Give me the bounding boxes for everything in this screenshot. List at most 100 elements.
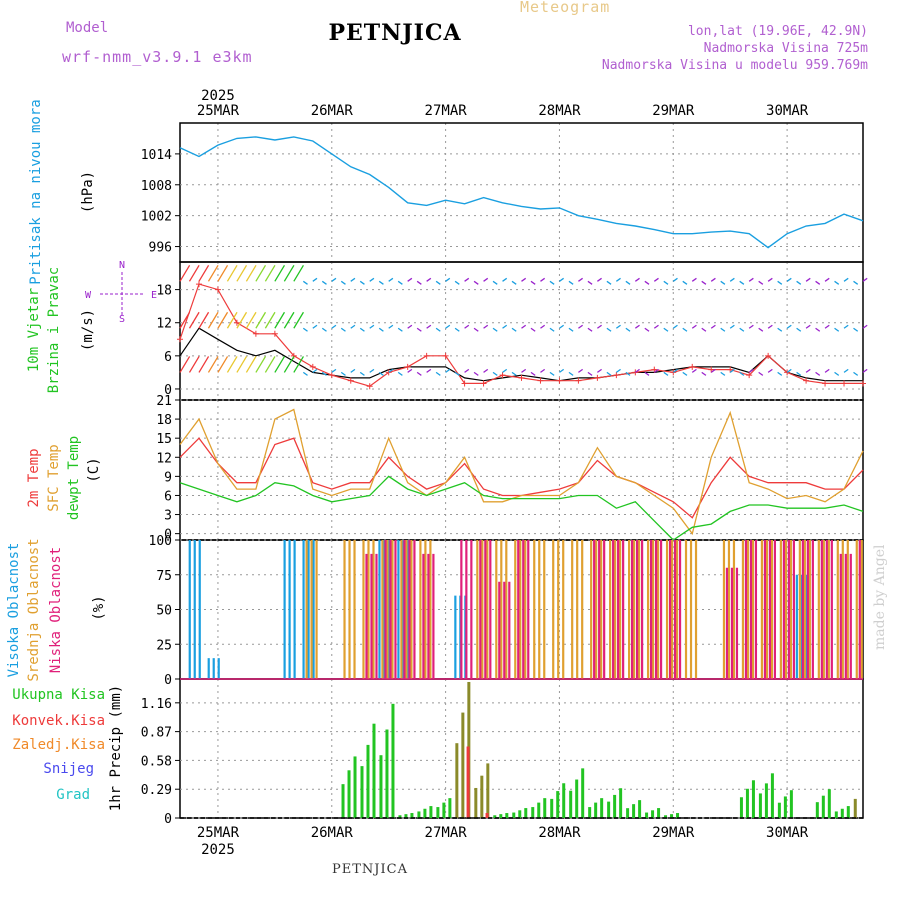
day-label-bottom: 26MAR bbox=[311, 825, 354, 841]
wind-gust-marker bbox=[803, 377, 810, 384]
wind-arrow bbox=[530, 371, 536, 376]
wind-arrow bbox=[426, 277, 432, 282]
wind-arrow bbox=[198, 311, 210, 329]
precip-bar bbox=[410, 813, 414, 818]
high-cloud-title: Visoka Oblacnost bbox=[6, 543, 22, 678]
direction-legend-n: N bbox=[119, 260, 125, 271]
wind-arrow bbox=[293, 356, 304, 373]
precip-bar bbox=[626, 808, 630, 818]
precip-bar bbox=[581, 768, 585, 818]
precip-bar bbox=[455, 743, 459, 818]
wind-arrow bbox=[312, 324, 318, 329]
wind-arrow bbox=[578, 324, 583, 329]
wind-arrow bbox=[653, 324, 659, 329]
temp2m-title: 2m Temp bbox=[26, 448, 42, 507]
wind-arrow bbox=[179, 311, 191, 329]
precip-bar bbox=[575, 779, 579, 818]
wind-arrow bbox=[492, 327, 498, 332]
wind-arrow bbox=[188, 356, 200, 373]
wind-arrow bbox=[350, 277, 356, 282]
wind-arrow bbox=[805, 324, 811, 329]
wind-arrow bbox=[274, 264, 286, 282]
pressure-line bbox=[179, 136, 864, 249]
wind-arrow bbox=[359, 371, 365, 376]
wind-arrow bbox=[435, 371, 441, 376]
wind-arrow bbox=[815, 327, 821, 332]
wind-arrow bbox=[483, 277, 489, 282]
wind-arrow bbox=[530, 280, 536, 285]
wind-gust-line bbox=[179, 283, 863, 387]
wind-arrow bbox=[786, 324, 792, 329]
wind-arrow bbox=[312, 368, 318, 373]
wind-arrow bbox=[815, 280, 821, 285]
wind-arrow bbox=[644, 327, 650, 332]
model-altitude-info: Nadmorska Visina u modelu 959.769m bbox=[601, 58, 868, 73]
low-cloud-title: Niska Oblacnost bbox=[48, 547, 64, 673]
wind-arrow bbox=[625, 280, 631, 285]
wind-arrow bbox=[435, 280, 441, 285]
pressure-unit: (hPa) bbox=[80, 171, 96, 213]
precip-bar bbox=[613, 794, 617, 818]
wind-arrow bbox=[853, 371, 859, 376]
wind-arrow bbox=[530, 327, 536, 332]
wind-arrow bbox=[464, 324, 470, 329]
wind-arrow bbox=[502, 368, 508, 373]
wind-arrow bbox=[179, 356, 191, 373]
wind-arrow bbox=[226, 311, 238, 329]
wind-arrow bbox=[245, 264, 257, 282]
wind-arrow bbox=[672, 277, 678, 282]
precip-bar bbox=[758, 793, 762, 818]
wind-arrow bbox=[302, 280, 308, 285]
wind-arrow bbox=[777, 280, 783, 285]
wind-arrow bbox=[502, 277, 508, 282]
wind-arrow bbox=[217, 356, 229, 373]
wind-arrow bbox=[540, 324, 546, 329]
wind-arrow bbox=[834, 280, 840, 285]
credit-watermark: made by Angel bbox=[872, 544, 888, 651]
wind-arrow bbox=[274, 356, 286, 373]
wind-arrow bbox=[559, 324, 565, 329]
wind-arrow bbox=[359, 327, 365, 332]
wind-arrow bbox=[378, 327, 384, 332]
precip-legend-item: Grad bbox=[56, 787, 90, 803]
wind-arrow bbox=[739, 280, 745, 285]
wind-arrow bbox=[796, 280, 802, 285]
meteogram-label: Meteogram bbox=[520, 0, 611, 16]
wind-arrow bbox=[653, 368, 659, 373]
precip-bar bbox=[391, 703, 395, 818]
temp-line bbox=[179, 437, 864, 519]
precip-bar bbox=[846, 806, 850, 818]
wind-arrow bbox=[521, 368, 527, 373]
wind-arrow bbox=[672, 368, 678, 373]
y-tick-label: 12 bbox=[156, 317, 172, 332]
precip-bar bbox=[638, 800, 642, 818]
direction-legend-w: W bbox=[85, 290, 92, 301]
wind-gust-marker bbox=[461, 380, 468, 387]
wind-arrow bbox=[701, 371, 707, 376]
y-tick-label: 12 bbox=[156, 451, 172, 466]
wind-arrow bbox=[720, 371, 726, 376]
precip-legend-item: Zaledj.Kisa bbox=[12, 737, 105, 753]
precip-bar bbox=[569, 790, 573, 818]
wind-gust-marker bbox=[575, 377, 582, 384]
wind-arrow bbox=[473, 327, 479, 332]
day-label-top: 29MAR bbox=[652, 103, 695, 119]
footer-station: PETNJICA bbox=[332, 862, 408, 877]
wind-arrow bbox=[701, 327, 707, 332]
precip-bar bbox=[347, 770, 351, 818]
wind-arrow bbox=[388, 368, 394, 373]
wind-arrow bbox=[777, 371, 783, 376]
wind-arrow bbox=[615, 324, 621, 329]
wind-gust-marker bbox=[556, 377, 563, 384]
wind-arrow bbox=[597, 368, 602, 373]
wind-arrow bbox=[644, 280, 650, 285]
wind-arrow bbox=[853, 327, 859, 332]
wind-arrow bbox=[179, 264, 191, 282]
wind-gust-marker bbox=[328, 372, 335, 379]
wind-gust-marker bbox=[784, 369, 791, 376]
wind-arrow bbox=[283, 311, 295, 329]
wind-arrow bbox=[226, 264, 238, 282]
precip-bar bbox=[531, 807, 535, 818]
wind-arrow bbox=[739, 327, 745, 332]
wind-arrow bbox=[568, 371, 574, 376]
